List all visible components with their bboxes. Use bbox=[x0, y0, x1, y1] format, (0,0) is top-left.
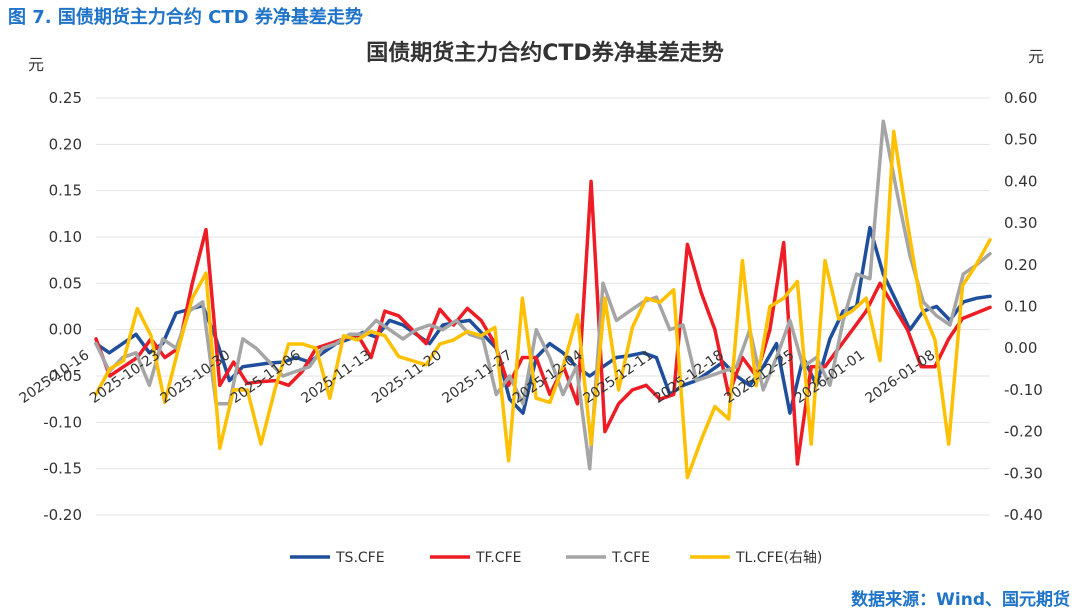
source-note: 数据来源：Wind、国元期货 bbox=[851, 590, 1070, 610]
left-tick-label: 0.25 bbox=[49, 89, 82, 107]
right-tick-label: 0.60 bbox=[1004, 89, 1037, 107]
right-tick-label: -0.30 bbox=[1004, 464, 1043, 482]
right-axis-ticks: 0.60 0.50 0.40 0.30 0.20 0.10 0.00 -0.10 -0.20 -0… bbox=[1004, 89, 1043, 524]
series-line-t-cfe bbox=[94, 119, 992, 471]
gridlines bbox=[96, 97, 990, 516]
legend-label: TF.CFE bbox=[475, 550, 521, 566]
left-tick-label: 0.15 bbox=[49, 182, 82, 200]
legend: TS.CFE TF.CFE T.CFE TL.CFE(右轴) bbox=[290, 550, 822, 566]
right-tick-label: 0.50 bbox=[1004, 131, 1037, 149]
left-axis-ticks: 0.25 0.20 0.15 0.10 0.05 0.00 -0.05 -0.10 -0.15 -… bbox=[43, 89, 82, 524]
series-line-tl-cfe- bbox=[94, 129, 992, 480]
left-tick-label: -0.10 bbox=[43, 413, 82, 431]
right-tick-label: -0.40 bbox=[1004, 506, 1043, 524]
left-tick-label: -0.20 bbox=[43, 506, 82, 524]
x-tick-label: 2026-01-08 bbox=[862, 347, 938, 407]
left-tick-label: 0.20 bbox=[49, 135, 82, 153]
left-tick-label: -0.15 bbox=[43, 460, 82, 478]
chart-title: 国债期货主力合约CTD券净基差走势 bbox=[366, 40, 723, 66]
x-tick-label: 2025-11-20 bbox=[369, 347, 445, 407]
right-tick-label: 0.40 bbox=[1004, 172, 1037, 190]
left-tick-label: 0.00 bbox=[49, 321, 82, 339]
right-axis-unit: 元 bbox=[1028, 47, 1044, 66]
left-tick-label: 0.10 bbox=[49, 228, 82, 246]
series-line-tf-cfe bbox=[94, 179, 992, 466]
right-tick-label: 0.20 bbox=[1004, 256, 1037, 274]
left-axis-unit: 元 bbox=[28, 55, 44, 74]
series-lines bbox=[94, 119, 992, 480]
figure-label: 图 7. 国债期货主力合约 CTD 券净基差走势 bbox=[8, 7, 363, 28]
legend-label: TS.CFE bbox=[335, 550, 385, 566]
left-tick-label: 0.05 bbox=[49, 274, 82, 292]
right-tick-label: 0.30 bbox=[1004, 214, 1037, 232]
right-tick-label: -0.20 bbox=[1004, 423, 1043, 441]
legend-label: T.CFE bbox=[611, 550, 650, 566]
right-tick-label: 0.10 bbox=[1004, 298, 1037, 316]
legend-label: TL.CFE(右轴) bbox=[735, 550, 822, 566]
right-tick-label: 0.00 bbox=[1004, 339, 1037, 357]
left-tick-label: -0.05 bbox=[43, 367, 82, 385]
right-tick-label: -0.10 bbox=[1004, 381, 1043, 399]
